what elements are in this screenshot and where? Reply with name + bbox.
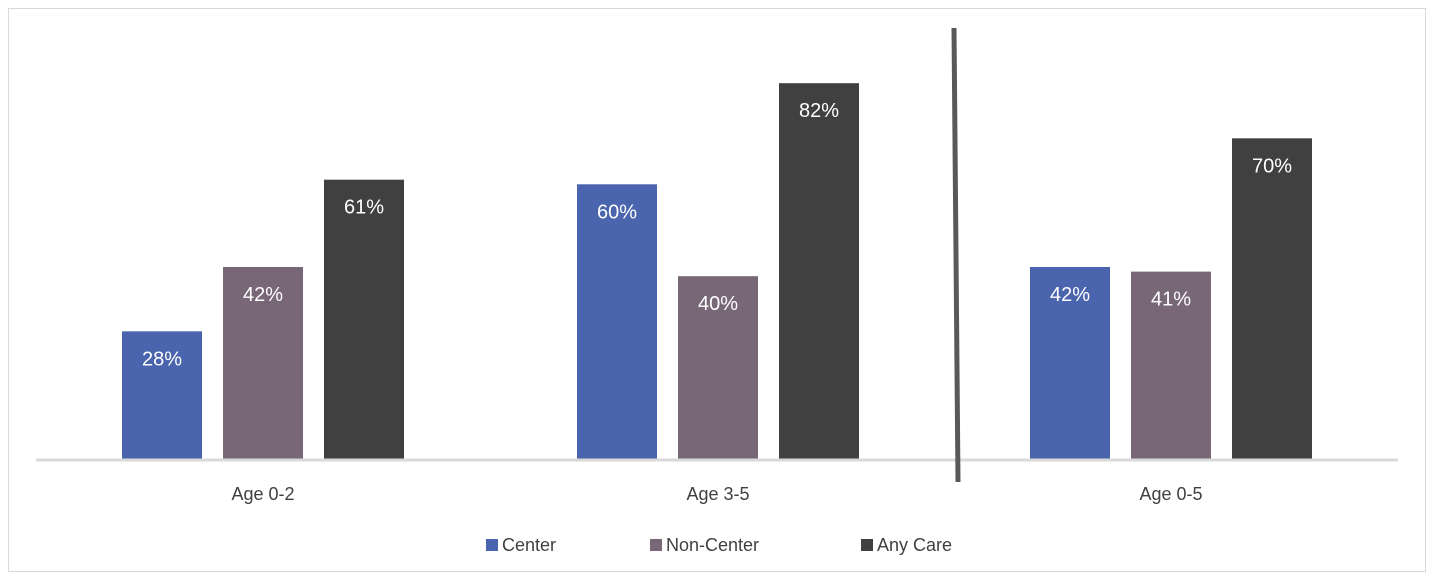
bar-non-center-age-3-5 [678,276,758,460]
bar-any-care-age-0-2 [324,179,404,460]
legend-label: Center [502,535,556,555]
legend-swatch [861,539,873,551]
legend-label: Any Care [877,535,952,555]
value-label: 70% [1252,155,1292,177]
category-label: Age 0-5 [1139,484,1202,504]
legend-label: Non-Center [666,535,759,555]
group-divider-line [951,27,961,483]
bar-non-center-age-0-2 [223,267,303,460]
bar-any-care-age-3-5 [779,83,859,460]
legend-item-any-care: Any Care [861,535,952,555]
value-label: 42% [243,284,283,306]
bar-center-age-3-5 [577,184,657,461]
value-label: 42% [1050,284,1090,306]
value-label: 41% [1151,289,1191,311]
category-labels-group: Age 0-2 Age 3-5 Age 0-5 [231,484,1202,504]
legend-item-non-center: Non-Center [650,535,759,555]
legend: Center Non-Center Any Care [486,535,952,555]
value-label: 40% [698,293,738,315]
value-label: 61% [344,197,384,219]
legend-item-center: Center [486,535,556,555]
bar-any-care-age-0-5 [1232,138,1312,461]
bars-group [122,83,1312,461]
value-label: 60% [597,201,637,223]
category-label: Age 3-5 [686,484,749,504]
category-label: Age 0-2 [231,484,294,504]
value-labels-group: 28% 42% 61% 60% 40% 82% 42% 41% 70% [142,100,1292,370]
bar-center-age-0-2 [122,331,202,460]
value-label: 82% [799,100,839,122]
bar-non-center-age-0-5 [1131,271,1211,460]
legend-swatch [486,539,498,551]
legend-swatch [650,539,662,551]
bar-center-age-0-5 [1030,267,1110,460]
value-label: 28% [142,348,182,370]
